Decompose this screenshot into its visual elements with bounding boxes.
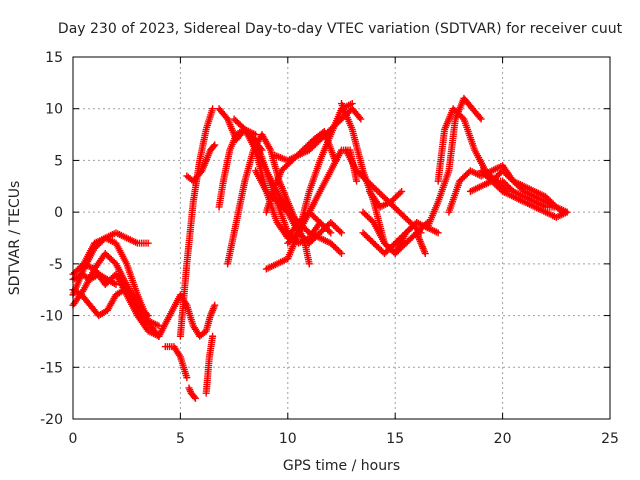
data-point [338, 229, 345, 237]
series-arc-27 [359, 218, 421, 258]
series-arc-28 [365, 187, 406, 211]
data-point [209, 105, 217, 113]
series-arc-12 [183, 141, 219, 185]
x-tick-label: 5 [176, 431, 185, 447]
data-point [356, 114, 364, 122]
axis-ticks: 0 5 10 15 20 25 -20 -15 -10 -5 0 5 10 15 [40, 50, 619, 447]
series-arc-17 [241, 125, 335, 242]
data-point [421, 250, 429, 258]
x-tick-label: 15 [386, 431, 404, 447]
data-point [112, 281, 120, 289]
series-arc-34 [477, 167, 571, 221]
x-tick-label: 0 [69, 431, 78, 447]
y-tick-label: 0 [54, 205, 63, 221]
data-point [327, 229, 335, 237]
series-arc-11 [176, 105, 217, 340]
data-point [209, 332, 217, 340]
data-point [563, 208, 571, 216]
y-tick-label: 5 [54, 153, 63, 169]
data-point [396, 189, 404, 197]
data-point [476, 114, 484, 122]
data-point [398, 187, 406, 195]
y-axis-label: SDTVAR / TECUs [7, 181, 23, 296]
x-tick-label: 25 [601, 431, 619, 447]
series-arc-10 [202, 332, 217, 397]
chart-title: Day 230 of 2023, Sidereal Day-to-day VTE… [58, 21, 623, 37]
series-arc-30 [423, 94, 485, 232]
data-point [325, 227, 333, 235]
data-point [336, 248, 344, 256]
series-arc-29 [413, 229, 429, 258]
data-point [211, 141, 219, 149]
y-tick-label: -10 [40, 309, 63, 325]
data-points [69, 94, 571, 402]
data-point [551, 201, 559, 209]
data-point [155, 322, 163, 330]
y-tick-label: 15 [45, 50, 63, 66]
data-point [210, 142, 218, 150]
data-point [477, 115, 485, 123]
series-arc-22 [271, 105, 365, 164]
data-point [434, 229, 442, 237]
data-point [413, 218, 421, 226]
data-point [144, 239, 152, 247]
data-point [353, 177, 361, 185]
x-tick-label: 10 [279, 431, 297, 447]
data-point [190, 393, 198, 401]
data-point [336, 227, 344, 235]
data-point [411, 220, 419, 228]
series-arc-8 [161, 343, 191, 382]
series-arc-9 [185, 384, 199, 402]
data-point [338, 250, 345, 258]
data-point [191, 394, 199, 402]
series-arc-7 [155, 291, 219, 340]
y-tick-label: -5 [49, 257, 63, 273]
data-point [357, 115, 365, 123]
y-tick-label: -15 [40, 360, 63, 376]
series-arc-5 [80, 234, 163, 330]
data-point [211, 301, 219, 309]
y-tick-label: 10 [45, 102, 63, 118]
series-arc-31 [434, 105, 511, 195]
data-point [458, 114, 466, 122]
data-point [552, 203, 560, 211]
series-arc-6 [69, 270, 120, 289]
series-arc-35 [488, 167, 560, 211]
data-point [183, 374, 191, 382]
x-axis-label: GPS time / hours [283, 458, 400, 474]
x-tick-label: 20 [494, 431, 512, 447]
plot-frame [72, 56, 611, 420]
data-point [305, 260, 313, 268]
y-tick-label: -20 [40, 412, 63, 428]
